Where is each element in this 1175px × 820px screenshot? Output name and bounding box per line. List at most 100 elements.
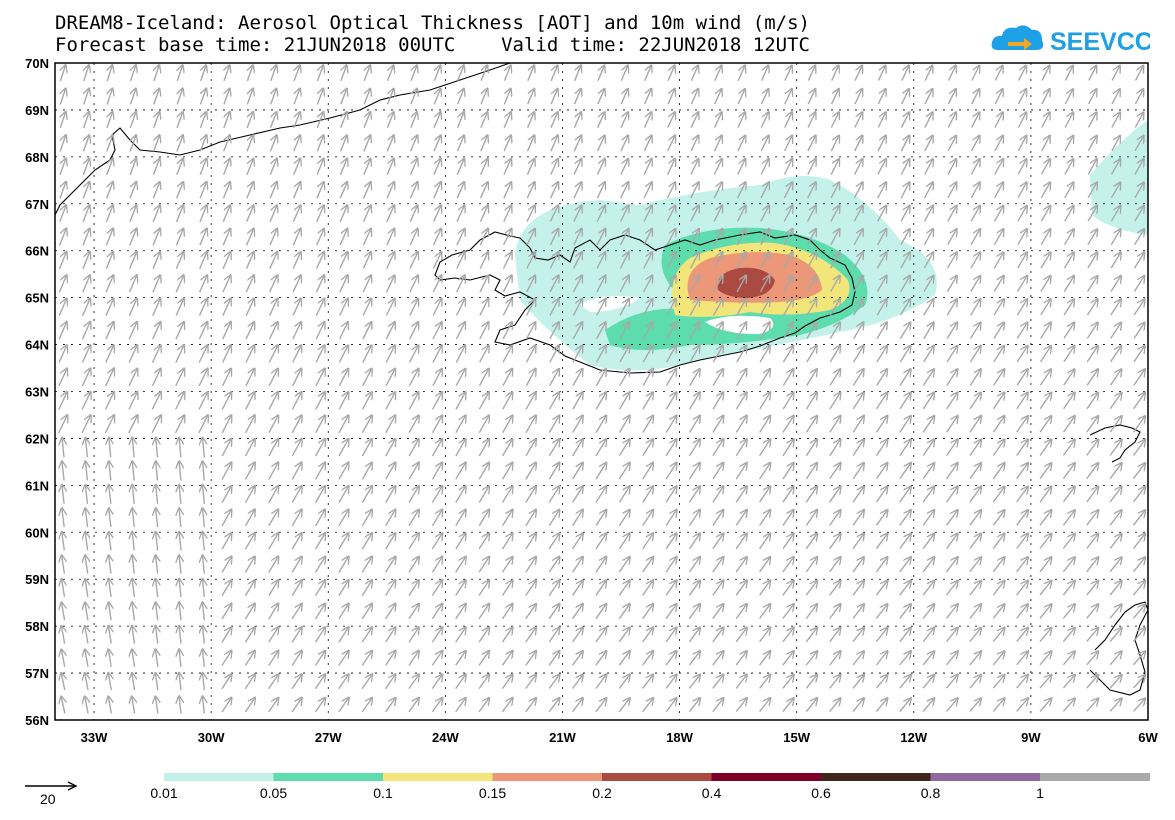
colorbar-level-label: 0.8 [921, 785, 941, 801]
wind-arrow [806, 369, 817, 386]
wind-arrow [314, 509, 326, 527]
wind-arrow [829, 276, 840, 293]
wind-arrow [525, 415, 536, 434]
wind-arrow [1063, 392, 1075, 410]
wind-arrow [386, 135, 394, 152]
wind-arrow [316, 135, 323, 152]
wind-arrow [899, 439, 911, 456]
wind-arrow [1086, 463, 1099, 480]
wind-arrow [433, 182, 441, 199]
wind-arrow [876, 392, 888, 410]
wind-arrow [318, 65, 324, 82]
wind-arrow [1110, 322, 1122, 339]
wind-arrow [712, 416, 724, 433]
wind-arrow [129, 158, 136, 176]
wind-arrow [503, 159, 511, 175]
wind-arrow [431, 509, 442, 527]
wind-arrow [947, 89, 956, 105]
wind-arrow [970, 229, 980, 246]
wind-arrow [806, 299, 816, 316]
wind-arrow [596, 182, 605, 199]
wind-arrow [572, 392, 583, 410]
wind-arrow [84, 112, 90, 129]
wind-arrow [1016, 439, 1028, 456]
wind-arrow [104, 415, 114, 434]
wind-arrow [994, 136, 1003, 152]
wind-arrow [1087, 206, 1097, 222]
wind-arrow [62, 461, 64, 481]
wind-arrow [1109, 463, 1122, 480]
wind-arrow [689, 299, 699, 316]
wind-arrow [665, 392, 676, 410]
wind-arrow [1062, 463, 1075, 480]
colorbar [164, 773, 1150, 781]
wind-arrow [386, 205, 394, 222]
wind-arrow [900, 182, 909, 199]
wind-arrow [221, 462, 231, 480]
wind-arrow [736, 299, 746, 316]
wind-arrow [339, 299, 348, 316]
wind-arrow [85, 508, 87, 528]
wind-arrow [666, 159, 676, 175]
wind-arrow [899, 486, 911, 503]
colorbar-segment [602, 773, 712, 781]
wind-arrow [549, 252, 558, 269]
wind-arrow [152, 252, 160, 269]
wind-arrow [363, 89, 370, 105]
wind-arrow [550, 159, 558, 175]
wind-arrow [315, 415, 325, 434]
wind-arrow [1063, 229, 1074, 246]
wind-arrow [1039, 416, 1051, 433]
wind-arrow [432, 369, 442, 387]
wind-arrow [57, 415, 68, 434]
wind-arrow [246, 158, 254, 176]
wind-arrow [1040, 276, 1051, 292]
wind-arrow [246, 112, 253, 129]
wind-arrow [690, 89, 698, 105]
wind-arrow [340, 112, 347, 129]
wind-arrow [970, 276, 981, 292]
wind-arrow [830, 89, 839, 105]
wind-arrow [1017, 112, 1026, 128]
wind-arrow [315, 299, 324, 316]
colorbar-labels: 0.01 0.05 0.1 0.15 0.2 0.4 0.6 0.8 1 [150, 785, 1044, 801]
wind-arrow [503, 135, 511, 152]
wind-arrow [151, 368, 160, 387]
map-grid [55, 63, 1148, 720]
wind-arrow [431, 439, 443, 457]
wind-arrow [970, 182, 980, 199]
wind-arrow [947, 206, 957, 222]
wind-arrow [666, 229, 675, 246]
wind-arrow [455, 509, 466, 527]
wind-arrow [1110, 299, 1121, 316]
wind-arrow [58, 228, 67, 246]
wind-arrow [782, 392, 793, 410]
wind-arrow [946, 252, 957, 269]
wind-arrow [784, 65, 792, 81]
wind-arrow [689, 252, 700, 269]
wind-arrow [1110, 229, 1120, 245]
colorbar-segment [930, 773, 1041, 781]
wind-arrow [807, 135, 816, 152]
wind-arrow [269, 205, 277, 222]
wind-arrow [759, 439, 771, 457]
wind-arrow [339, 135, 348, 152]
wind-arrow [690, 205, 699, 222]
wind-arrow [736, 229, 746, 246]
wind-arrow [666, 299, 676, 316]
wind-arrow [666, 252, 676, 269]
wind-arrow [759, 346, 770, 363]
wind-arrow [712, 510, 724, 526]
wind-arrow [829, 346, 840, 363]
wind-arrow [1133, 393, 1145, 410]
wind-arrow [665, 486, 677, 503]
colorbar-segment [492, 773, 603, 781]
wind-arrow [81, 298, 91, 316]
wind-arrow [620, 135, 628, 152]
wind-arrow [292, 275, 301, 293]
wind-arrow [876, 252, 886, 269]
wind-arrow [154, 65, 159, 82]
wind-arrow [59, 182, 66, 199]
wind-arrow [829, 510, 841, 526]
